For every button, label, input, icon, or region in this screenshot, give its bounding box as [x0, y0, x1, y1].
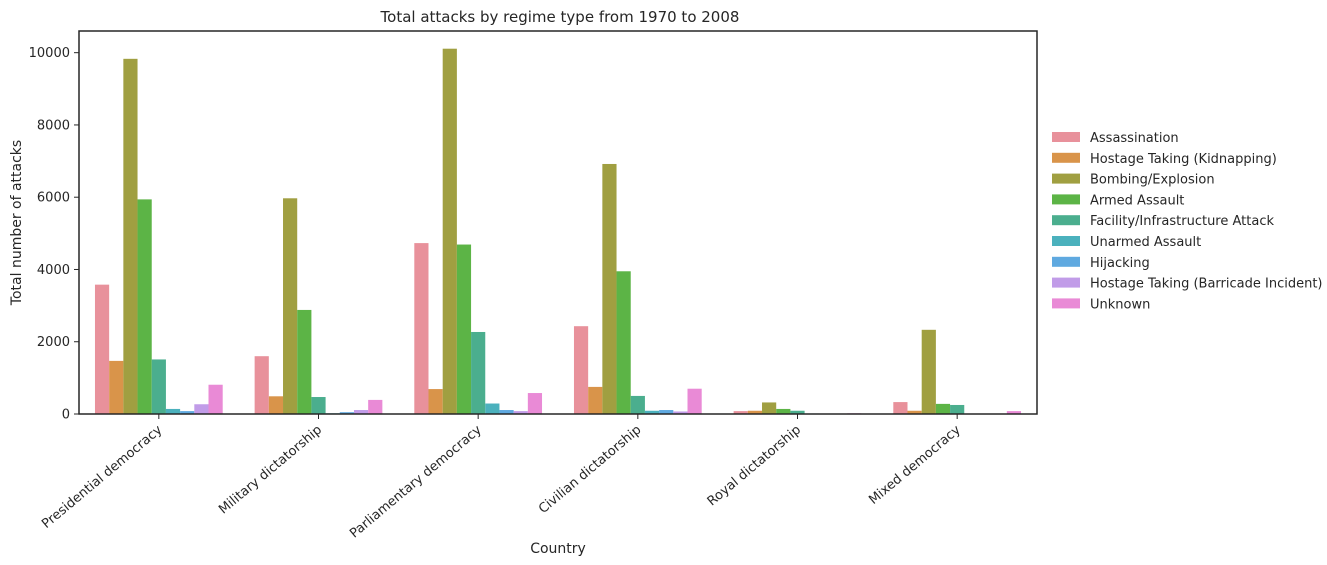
y-tick-label: 6000	[37, 191, 70, 206]
legend-swatch	[1052, 152, 1080, 163]
bar-4-1	[747, 410, 763, 414]
legend-swatch	[1052, 256, 1080, 267]
bar-0-1	[109, 360, 124, 414]
legend-label: Facility/Infrastructure Attack	[1090, 214, 1274, 229]
bar-1-1	[268, 396, 284, 414]
chart-title: Total attacks by regime type from 1970 t…	[380, 8, 740, 26]
bar-3-0	[573, 326, 589, 414]
bar-0-5	[165, 408, 181, 414]
bar-5-4	[950, 404, 965, 414]
x-tick-label: Mixed democracy	[866, 422, 964, 507]
bar-3-6	[659, 410, 674, 414]
bar-2-4	[471, 331, 486, 414]
bar-4-2	[762, 402, 777, 414]
legend: Assassination Hostage Taking (Kidnapping)…	[1052, 131, 1322, 312]
bar-2-3	[456, 244, 472, 414]
bar-1-6	[339, 412, 354, 414]
legend-swatch	[1052, 132, 1080, 142]
bar-5-2	[921, 329, 936, 414]
x-tick-label: Parliamentary democracy	[347, 422, 485, 541]
legend-swatch	[1052, 298, 1080, 309]
legend-label: Armed Assault	[1090, 193, 1184, 208]
bar-5-8	[1006, 411, 1022, 414]
x-axis-label: Country	[530, 541, 586, 557]
legend-label: Hijacking	[1090, 256, 1150, 271]
y-tick-label: 10000	[29, 46, 70, 61]
bar-1-4	[311, 397, 326, 414]
bar-1-2	[283, 198, 298, 414]
bar-2-7	[513, 411, 528, 414]
y-tick-label: 2000	[37, 335, 70, 350]
bar-2-5	[485, 403, 500, 414]
bar-0-4	[151, 359, 166, 414]
bar-4-3	[776, 408, 791, 414]
bar-3-5	[644, 410, 660, 414]
bars-group	[94, 48, 1022, 414]
legend-label: Hostage Taking (Barricade Incident)	[1090, 277, 1322, 292]
legend-label: Unknown	[1090, 297, 1150, 312]
bar-5-3	[935, 403, 951, 414]
y-tick-label: 0	[62, 408, 70, 423]
legend-label: Unarmed Assault	[1090, 235, 1201, 250]
bar-3-8	[687, 388, 702, 414]
legend-swatch	[1052, 194, 1080, 205]
bar-0-6	[180, 411, 195, 414]
legend-swatch	[1052, 173, 1080, 184]
legend-label: Hostage Taking (Kidnapping)	[1090, 152, 1277, 167]
bar-5-0	[893, 402, 908, 414]
bar-2-1	[428, 389, 443, 414]
legend-swatch	[1052, 236, 1080, 246]
bar-3-3	[616, 271, 631, 414]
bar-1-8	[368, 399, 383, 414]
bar-4-0	[733, 411, 748, 414]
x-axis: Presidential democracy Military dictators…	[39, 414, 964, 541]
bar-0-8	[208, 384, 223, 414]
bar-5-1	[907, 410, 922, 414]
bar-2-0	[414, 243, 429, 414]
bar-2-2	[442, 48, 457, 414]
bar-0-0	[94, 284, 110, 414]
x-tick-label: Military dictatorship	[216, 423, 325, 518]
legend-swatch	[1052, 277, 1080, 288]
bar-3-2	[602, 163, 617, 414]
legend-label: Assassination	[1090, 131, 1179, 146]
y-axis: 0 2000 4000 6000 8000 10000	[29, 46, 79, 423]
bar-4-4	[790, 410, 805, 414]
bar-1-7	[353, 410, 369, 414]
legend-label: Bombing/Explosion	[1090, 173, 1215, 188]
bar-1-3	[297, 309, 312, 414]
bar-1-0	[254, 356, 269, 414]
bar-0-7	[194, 404, 209, 414]
y-tick-label: 4000	[37, 263, 70, 278]
x-tick-label: Presidential democracy	[39, 422, 165, 531]
bar-0-3	[137, 199, 152, 414]
y-tick-label: 8000	[37, 118, 70, 133]
bar-3-7	[673, 411, 688, 414]
bar-0-2	[123, 58, 138, 414]
bar-2-8	[527, 393, 543, 414]
x-tick-label: Civilian dictatorship	[536, 423, 644, 517]
y-axis-label: Total number of attacks	[9, 140, 25, 306]
x-tick-label: Royal dictatorship	[705, 423, 804, 510]
bar-3-1	[588, 386, 603, 414]
legend-swatch	[1052, 215, 1080, 226]
bar-2-6	[499, 410, 514, 414]
plot-frame	[78, 30, 1038, 415]
bar-3-4	[630, 395, 645, 414]
